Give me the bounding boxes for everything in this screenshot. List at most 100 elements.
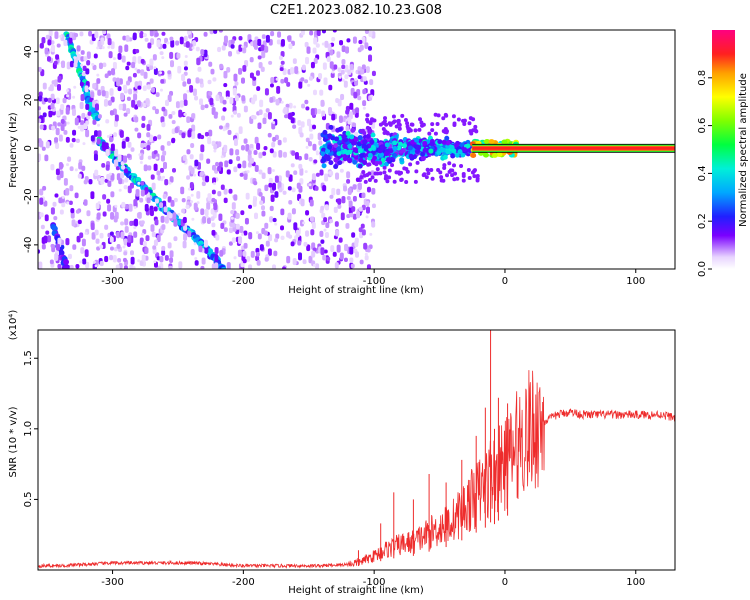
noise-mark (199, 153, 204, 161)
noise-mark (94, 169, 99, 176)
noise-mark (349, 64, 354, 72)
noise-mark (294, 151, 299, 160)
noise-mark (286, 231, 291, 238)
noise-mark (54, 253, 59, 262)
noise-mark (238, 236, 243, 245)
noise-mark (149, 78, 154, 84)
noise-mark (57, 75, 62, 83)
noise-mark (272, 121, 276, 125)
noise-mark (58, 134, 63, 142)
noise-mark (153, 239, 158, 247)
noise-mark (115, 264, 120, 269)
noise-mark (183, 112, 187, 116)
colorbar: 0.0 0.2 0.4 0.6 0.8 Normalized spectral ampl… (697, 30, 749, 277)
cluster-mark (359, 129, 364, 134)
noise-mark (321, 30, 326, 34)
noise-mark (223, 227, 228, 232)
noise-mark (259, 200, 264, 206)
noise-mark (102, 30, 107, 35)
spectrogram-marks (38, 30, 675, 269)
noise-mark (361, 64, 366, 70)
noise-mark (365, 206, 370, 214)
noise-mark (204, 131, 209, 137)
noise-mark (79, 260, 83, 264)
cluster-mark (475, 178, 480, 183)
noise-mark (178, 109, 183, 118)
noise-mark (159, 202, 164, 208)
noise-mark (38, 66, 42, 72)
chart-title: C2E1.2023.082.10.23.G08 (270, 3, 442, 18)
noise-mark (117, 257, 122, 263)
noise-mark (146, 197, 151, 204)
noise-mark (253, 180, 258, 186)
spectrogram-y-ticks: -40 -20 0 20 40 (23, 45, 38, 253)
noise-mark (137, 181, 141, 185)
noise-mark (140, 142, 145, 149)
cluster-mark (444, 129, 449, 134)
noise-mark (69, 143, 74, 148)
cluster-mark (325, 148, 331, 154)
noise-mark (262, 151, 267, 156)
noise-mark (204, 208, 209, 217)
noise-mark (154, 108, 159, 115)
noise-mark (257, 38, 262, 46)
noise-mark (162, 150, 167, 156)
noise-mark (168, 212, 173, 219)
noise-mark (228, 227, 233, 234)
noise-mark (352, 213, 357, 220)
noise-mark (323, 217, 328, 223)
noise-mark (340, 69, 345, 75)
noise-mark (112, 254, 117, 263)
noise-mark (252, 94, 257, 102)
noise-mark (227, 129, 232, 135)
noise-mark (127, 141, 132, 148)
cluster-mark (365, 113, 370, 118)
noise-mark (275, 98, 280, 106)
noise-mark (242, 65, 247, 72)
noise-mark (108, 172, 112, 176)
noise-mark (200, 134, 205, 140)
noise-mark (290, 67, 295, 75)
noise-mark (196, 57, 201, 66)
noise-mark (237, 249, 242, 258)
noise-mark (318, 73, 323, 80)
cluster-mark (429, 167, 434, 172)
noise-mark (132, 72, 137, 78)
noise-mark (322, 254, 327, 261)
noise-mark (174, 127, 179, 134)
cluster-mark (457, 149, 463, 155)
noise-mark (189, 85, 194, 93)
noise-mark (151, 182, 156, 191)
noise-mark (370, 94, 374, 98)
noise-mark (63, 178, 68, 186)
noise-mark (66, 94, 70, 98)
noise-mark (284, 114, 289, 119)
noise-mark (43, 97, 48, 103)
noise-mark (106, 33, 111, 40)
noise-mark (97, 114, 102, 119)
noise-mark (90, 222, 95, 231)
noise-mark (48, 30, 53, 37)
noise-mark (341, 64, 346, 70)
noise-mark (179, 100, 184, 108)
noise-mark (135, 189, 140, 197)
noise-mark (161, 175, 165, 179)
noise-mark (120, 92, 125, 101)
streak-mark (63, 258, 70, 265)
noise-mark (350, 263, 355, 269)
noise-mark (290, 163, 295, 168)
noise-mark (222, 99, 227, 105)
noise-mark (182, 81, 187, 87)
cluster-mark (347, 158, 353, 164)
noise-mark (171, 110, 176, 115)
noise-mark (39, 124, 44, 130)
noise-mark (253, 149, 258, 155)
noise-mark (351, 232, 356, 238)
noise-mark (149, 209, 154, 217)
noise-mark (240, 210, 245, 216)
noise-mark (160, 145, 165, 151)
noise-mark (176, 52, 181, 59)
cluster-mark (336, 151, 342, 157)
noise-mark (304, 170, 308, 174)
noise-mark (320, 205, 325, 211)
